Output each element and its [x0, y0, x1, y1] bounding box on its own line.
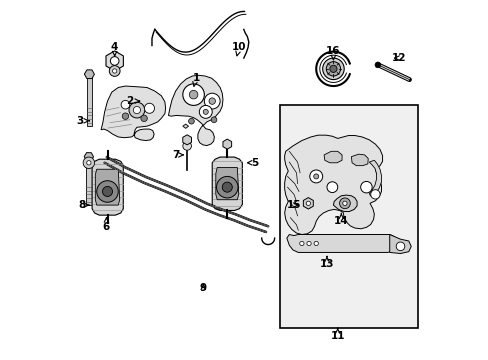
- Polygon shape: [168, 75, 223, 145]
- Text: 10: 10: [231, 42, 246, 56]
- Circle shape: [203, 109, 208, 114]
- Text: 16: 16: [325, 46, 340, 60]
- Bar: [280, 105, 418, 328]
- Circle shape: [370, 190, 379, 199]
- Circle shape: [199, 105, 212, 118]
- Circle shape: [342, 201, 346, 206]
- Polygon shape: [92, 159, 123, 215]
- Polygon shape: [212, 157, 242, 211]
- Circle shape: [374, 62, 380, 68]
- Text: 5: 5: [247, 158, 258, 168]
- Text: 15: 15: [286, 200, 301, 210]
- Circle shape: [325, 62, 340, 76]
- Polygon shape: [286, 234, 396, 252]
- Text: 2: 2: [126, 96, 139, 106]
- Circle shape: [204, 93, 220, 109]
- Circle shape: [188, 118, 194, 124]
- Circle shape: [216, 176, 238, 198]
- Text: 9: 9: [199, 283, 206, 293]
- Polygon shape: [284, 135, 382, 234]
- Circle shape: [97, 181, 118, 202]
- Text: 4: 4: [111, 42, 118, 56]
- Polygon shape: [86, 158, 92, 205]
- Text: 1: 1: [192, 73, 199, 86]
- Circle shape: [339, 198, 349, 209]
- Polygon shape: [368, 160, 381, 196]
- Polygon shape: [215, 167, 238, 200]
- Circle shape: [121, 100, 129, 109]
- Polygon shape: [95, 169, 120, 205]
- Circle shape: [322, 58, 344, 80]
- Polygon shape: [183, 124, 188, 129]
- Circle shape: [122, 113, 128, 120]
- Circle shape: [313, 241, 318, 246]
- Circle shape: [360, 181, 371, 193]
- Text: 12: 12: [391, 53, 405, 63]
- Circle shape: [329, 65, 336, 72]
- Circle shape: [133, 107, 140, 114]
- Polygon shape: [86, 76, 92, 126]
- Circle shape: [326, 182, 337, 193]
- Polygon shape: [389, 234, 410, 253]
- Text: 11: 11: [330, 328, 344, 341]
- Text: 8: 8: [79, 200, 89, 210]
- Circle shape: [395, 242, 404, 251]
- Circle shape: [112, 69, 117, 73]
- Circle shape: [102, 186, 112, 197]
- Text: 14: 14: [333, 213, 348, 226]
- Circle shape: [109, 66, 120, 76]
- Circle shape: [208, 98, 215, 104]
- Circle shape: [222, 182, 232, 192]
- Circle shape: [144, 103, 154, 113]
- Polygon shape: [351, 154, 367, 166]
- Text: 3: 3: [77, 116, 89, 126]
- Circle shape: [110, 57, 119, 65]
- Circle shape: [189, 90, 198, 99]
- Text: 7: 7: [172, 150, 183, 160]
- Circle shape: [86, 161, 91, 165]
- Text: 6: 6: [102, 218, 110, 231]
- Text: 13: 13: [319, 256, 333, 269]
- Circle shape: [141, 115, 147, 122]
- Circle shape: [83, 157, 94, 168]
- Circle shape: [305, 201, 310, 206]
- Polygon shape: [324, 151, 341, 163]
- Circle shape: [183, 141, 191, 150]
- Circle shape: [313, 174, 318, 179]
- Circle shape: [306, 241, 310, 246]
- Circle shape: [299, 241, 304, 246]
- Circle shape: [129, 102, 144, 118]
- Circle shape: [183, 84, 204, 105]
- Polygon shape: [101, 86, 165, 140]
- Circle shape: [211, 117, 217, 123]
- Circle shape: [309, 170, 322, 183]
- Polygon shape: [333, 195, 356, 212]
